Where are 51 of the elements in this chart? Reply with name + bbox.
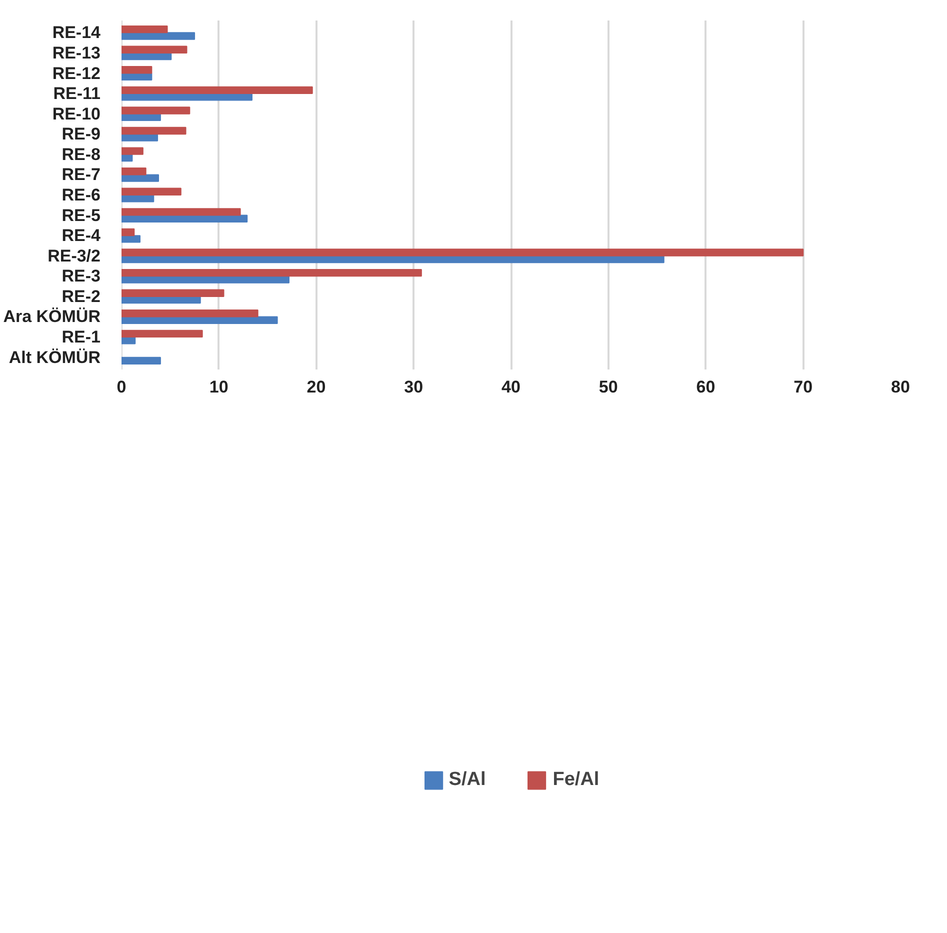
bar [122,147,144,155]
bar [122,316,278,324]
y-tick-label: Alt KÖMÜR [8,348,101,367]
x-tick-label: 0 [116,378,126,396]
bar [122,248,804,256]
x-tick-label: 80 [891,378,910,396]
bar [122,86,313,94]
bar [122,289,224,297]
y-tick-label: RE-3 [62,266,101,286]
x-tick-label: 40 [502,378,520,396]
y-tick-label: RE-3/2 [48,246,101,266]
bar [122,134,158,142]
y-tick-label: RE-9 [62,124,101,144]
x-tick-label: 30 [404,378,424,396]
bar [122,330,203,338]
y-tick-label: RE-6 [62,186,101,204]
bar [122,168,146,176]
bar [122,310,258,318]
x-tick-label: 60 [696,378,716,396]
bar [122,268,422,277]
y-tick-label: RE-2 [62,286,101,306]
y-tick-label: RE-14 [52,23,102,42]
x-tick-label: 20 [306,378,326,396]
y-tick-label: RE-11 [53,84,100,104]
y-tick-label: RE-13 [52,43,100,62]
y-tick-label: RE-10 [52,104,100,124]
bar [122,66,152,74]
y-tick-label: Ara KÖMÜR [3,307,101,326]
legend-label: Fe/Al [552,768,600,790]
y-tick-label: RE-8 [62,144,101,164]
bar [122,46,188,54]
bar [122,208,241,216]
bar [122,25,168,34]
bar [122,188,182,196]
y-tick-label: RE-1 [62,328,101,347]
x-tick-label: 10 [209,378,228,396]
bar [122,356,161,365]
y-tick-label: RE-12 [52,64,100,83]
y-tick-label: RE-5 [62,206,101,225]
bar [122,106,190,114]
bar [122,174,160,182]
bar [122,32,196,40]
bar [122,228,135,236]
y-tick-label: RE-4 [62,226,102,246]
bar [122,235,140,243]
bar [122,276,290,284]
x-tick-label: 50 [598,378,618,396]
x-tick-label: 70 [794,378,813,396]
bar [122,126,186,135]
legend-label: S/Al [448,768,486,790]
y-tick-label: RE-7 [62,165,101,184]
